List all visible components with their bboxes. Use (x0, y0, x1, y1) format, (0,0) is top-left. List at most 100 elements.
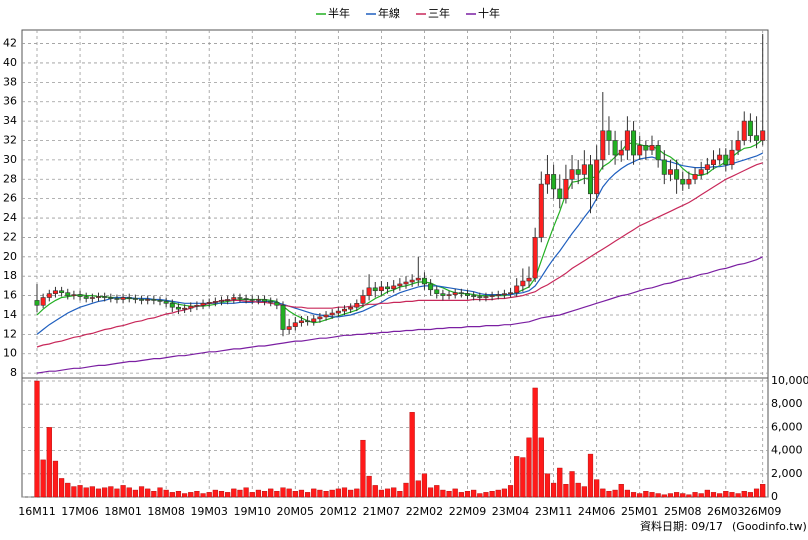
candle-body (219, 300, 225, 302)
volume-bar (237, 489, 243, 498)
candle-body (360, 295, 366, 304)
volume-bar (575, 482, 581, 498)
x-tick-label: 24M06 (578, 505, 616, 518)
candle-body (139, 299, 145, 301)
y2-tick-label: 8,000 (771, 397, 803, 410)
candle-body (563, 178, 569, 199)
candle-body (569, 169, 575, 180)
y-tick-label: 40 (3, 56, 17, 69)
y-tick-label: 16 (3, 289, 17, 302)
volume-bar (83, 487, 89, 498)
candle-body (317, 316, 323, 320)
volume-bar (397, 491, 403, 498)
volume-bar (188, 492, 194, 498)
y-tick-label: 24 (3, 211, 17, 224)
candle-body (674, 169, 680, 180)
volume-bar (372, 485, 378, 498)
volume-bar (507, 485, 514, 498)
volume-bar (606, 491, 612, 498)
candle-body (126, 297, 132, 299)
volume-bar (126, 487, 132, 498)
candle-body (206, 302, 212, 304)
candle-body (335, 310, 341, 314)
volume-bar (495, 489, 501, 498)
candle-body (372, 287, 378, 292)
candle-body (686, 178, 692, 185)
candle-body (34, 300, 40, 306)
y-tick-label: 12 (3, 327, 17, 340)
candle-body (624, 130, 630, 151)
volume-bar (532, 387, 538, 498)
x-tick-label: 25M01 (621, 505, 659, 518)
candle-body (415, 277, 421, 281)
volume-bar (581, 486, 587, 498)
volume-bar (335, 488, 341, 498)
candle-body (65, 292, 71, 296)
volume-bar (544, 473, 551, 498)
candle-body (237, 297, 243, 299)
legend-label: 十年 (478, 6, 500, 20)
candle-body (366, 287, 372, 296)
candle-body (477, 296, 483, 298)
volume-bar (206, 492, 212, 498)
x-tick-label: 21M07 (363, 505, 401, 518)
x-tick-label: 25M08 (664, 505, 702, 518)
candle-body (286, 326, 292, 330)
candle-body (182, 307, 188, 310)
candle-body (581, 164, 587, 175)
volume-bar (674, 492, 680, 498)
volume-bar (735, 493, 741, 498)
candle-body (760, 130, 766, 141)
volume-bar (471, 489, 477, 498)
volume-bar (710, 492, 717, 498)
candle-body (489, 295, 495, 297)
date-note: 資料日期: 09/17 (640, 519, 723, 533)
volume-bar (225, 492, 231, 498)
volume-bar (655, 493, 661, 498)
volume-bar (378, 489, 385, 498)
candle-body (741, 120, 747, 141)
volume-bar (729, 492, 735, 498)
volume-bar (538, 437, 544, 498)
y-tick-label: 28 (3, 172, 17, 185)
candle-body (434, 289, 440, 294)
volume-bar (249, 492, 255, 498)
candle-body (262, 299, 268, 302)
candle-body (428, 283, 434, 291)
candle-body (717, 154, 723, 161)
volume-bar (212, 489, 218, 498)
candle-body (655, 145, 661, 161)
volume-bar (89, 486, 95, 498)
candle-body (495, 294, 501, 296)
candle-body (464, 293, 470, 296)
y-tick-label: 10 (3, 347, 17, 360)
candle-body (754, 135, 760, 141)
volume-bar (415, 480, 421, 498)
volume-bar (477, 493, 483, 498)
candle-body (723, 154, 729, 166)
candle-body (446, 294, 452, 296)
volume-bar (255, 489, 262, 498)
candle-body (151, 299, 157, 301)
candle-body (575, 169, 581, 175)
candle-body (83, 296, 89, 299)
volume-bar (667, 493, 674, 498)
volume-bar (138, 486, 145, 498)
x-tick-label: 23M11 (535, 505, 573, 518)
candle-body (175, 306, 181, 310)
y-tick-label: 26 (3, 192, 17, 205)
volume-bar (286, 488, 292, 498)
candle-body (225, 299, 231, 301)
candle-body (157, 300, 163, 302)
candle-body (538, 183, 544, 238)
y-tick-label: 20 (3, 250, 17, 263)
candle-body (200, 303, 206, 306)
volume-bar (354, 488, 360, 498)
candle-body (243, 298, 249, 300)
candle-body (618, 149, 624, 156)
candle-body (102, 296, 108, 298)
volume-bar (169, 492, 175, 498)
volume-bar (514, 456, 520, 498)
volume-bar (77, 485, 83, 498)
